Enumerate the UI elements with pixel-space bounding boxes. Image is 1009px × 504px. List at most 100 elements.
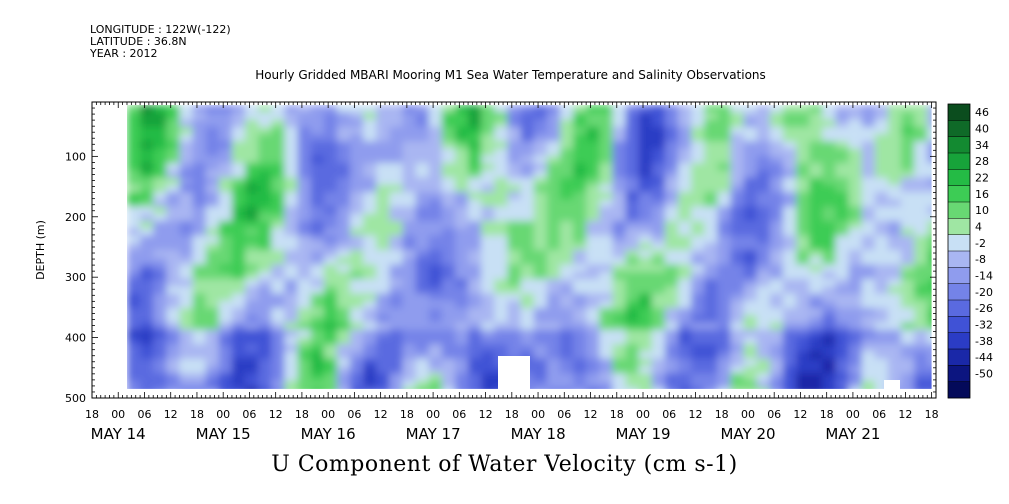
heatmap-cell	[848, 344, 863, 352]
heatmap-cell	[179, 105, 194, 113]
heatmap-cell	[822, 141, 836, 150]
x-hour-tick-label: 18	[295, 408, 309, 421]
heatmap-cell	[350, 105, 364, 113]
heatmap-cell	[861, 134, 876, 142]
heatmap-cell	[441, 358, 456, 367]
heatmap-cell	[350, 134, 364, 142]
x-hour-tick-label: 00	[636, 408, 650, 421]
heatmap-cell	[402, 358, 417, 367]
heatmap-cell	[809, 308, 823, 316]
heatmap-cell	[546, 358, 561, 367]
heatmap-cell	[507, 300, 522, 309]
heatmap-cell	[166, 155, 180, 164]
heatmap-cell	[848, 199, 863, 208]
heatmap-cell	[166, 163, 180, 171]
heatmap-cell	[218, 351, 233, 360]
heatmap-cell	[192, 213, 207, 222]
heatmap-cell	[573, 264, 587, 273]
heatmap-cell	[573, 380, 587, 389]
heatmap-cell	[612, 286, 627, 294]
heatmap-cell	[179, 279, 194, 287]
heatmap-cell	[350, 293, 364, 302]
heatmap-cell	[691, 366, 705, 374]
heatmap-cell	[468, 373, 482, 381]
heatmap-cell	[822, 213, 836, 222]
heatmap-cell	[664, 141, 679, 150]
heatmap-cell	[848, 264, 863, 273]
heatmap-cell	[192, 105, 207, 113]
heatmap-cell	[730, 148, 745, 157]
x-hour-tick-label: 12	[689, 408, 703, 421]
heatmap-cell	[756, 279, 771, 287]
heatmap-cell	[192, 380, 207, 389]
heatmap-cell	[481, 163, 495, 171]
heatmap-cell	[704, 192, 718, 200]
heatmap-cell	[336, 264, 351, 273]
heatmap-cell	[533, 308, 548, 316]
heatmap-cell	[796, 315, 810, 323]
heatmap-cell	[284, 206, 299, 215]
heatmap-cell	[284, 366, 299, 374]
heatmap-cell	[704, 126, 718, 135]
heatmap-cell	[861, 315, 876, 323]
heatmap-cell	[179, 126, 194, 135]
heatmap-cell	[730, 112, 745, 121]
heatmap-cell	[704, 250, 718, 258]
heatmap-cell	[559, 315, 574, 323]
heatmap-cell	[782, 344, 797, 352]
heatmap-cell	[258, 199, 272, 208]
heatmap-cell	[166, 271, 180, 280]
heatmap-cell	[179, 286, 194, 294]
heatmap-cell	[481, 105, 495, 113]
heatmap-cell	[245, 228, 259, 237]
heatmap-cell	[887, 337, 902, 345]
heatmap-cell	[310, 337, 325, 345]
heatmap-cell	[625, 155, 640, 164]
heatmap-cell	[205, 148, 220, 157]
heatmap-cell	[822, 358, 836, 367]
heatmap-cell	[231, 105, 246, 113]
heatmap-cell	[310, 170, 325, 179]
colorbar-label: 16	[975, 188, 989, 201]
heatmap-cell	[664, 112, 679, 121]
heatmap-cell	[782, 242, 797, 251]
heatmap-cell	[704, 279, 718, 287]
heatmap-cell	[389, 279, 404, 287]
heatmap-cell	[651, 293, 666, 302]
heatmap-cell	[573, 112, 587, 121]
heatmap-cell	[664, 337, 679, 345]
heatmap-cell	[612, 228, 627, 237]
heatmap-cell	[166, 380, 180, 389]
heatmap-cell	[822, 300, 836, 309]
heatmap-cell	[573, 119, 587, 128]
heatmap-cell	[691, 112, 705, 121]
heatmap-cell	[258, 308, 272, 316]
heatmap-cell	[297, 155, 312, 164]
heatmap-cell	[297, 242, 312, 251]
heatmap-cell	[520, 257, 535, 265]
heatmap-cell	[730, 221, 745, 229]
heatmap-cell	[664, 242, 679, 251]
heatmap-cell	[441, 380, 456, 389]
heatmap-cell	[205, 228, 220, 237]
heatmap-cell	[796, 134, 810, 142]
heatmap-cell	[494, 184, 508, 193]
heatmap-cell	[796, 163, 810, 171]
heatmap-cell	[336, 221, 351, 229]
heatmap-cell	[822, 264, 836, 273]
heatmap-cell	[258, 286, 272, 294]
heatmap-cell	[376, 344, 390, 352]
heatmap-cell	[284, 315, 299, 323]
heatmap-cell	[218, 126, 233, 135]
heatmap-cell	[835, 235, 850, 244]
heatmap-cell	[874, 155, 889, 164]
heatmap-cell	[573, 257, 587, 265]
heatmap-cell	[782, 221, 797, 229]
colorbar-label: -20	[975, 286, 993, 299]
heatmap-cell	[664, 221, 679, 229]
heatmap-cell	[468, 134, 482, 142]
heatmap-cell	[310, 134, 325, 142]
heatmap-cell	[363, 199, 377, 208]
heatmap-cell	[691, 358, 705, 367]
heatmap-cell	[559, 337, 574, 345]
